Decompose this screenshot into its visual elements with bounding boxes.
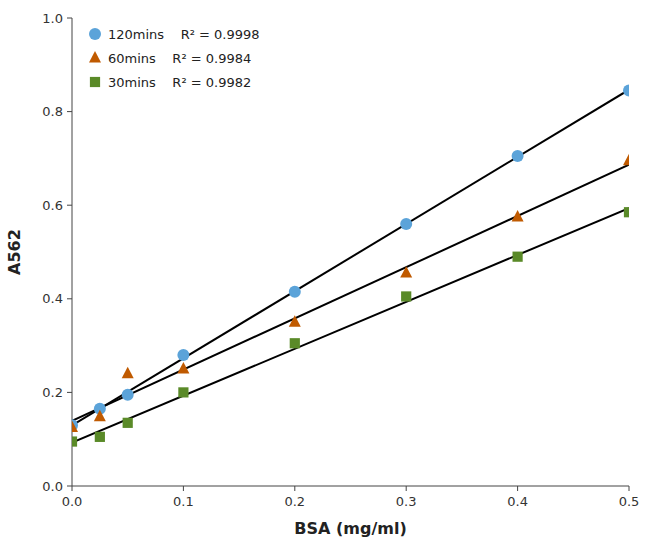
point (512, 150, 524, 162)
y-tick (67, 111, 72, 112)
point (513, 252, 523, 262)
y-tick-label: 0.2 (42, 385, 63, 400)
legend-swatch (89, 28, 101, 40)
x-axis-label: BSA (mg/ml) (294, 519, 406, 538)
y-tick (67, 392, 72, 393)
y-tick-label: 1.0 (42, 11, 63, 26)
point (290, 338, 300, 348)
x-tick-label: 0.0 (62, 494, 83, 509)
chart: 0.0 0.1 0.2 0.3 0.4 0.5 0.0 0.2 0.4 0.6 0.8 1.0 BSA … (0, 0, 651, 548)
point (94, 410, 106, 421)
y-tick-label: 0.0 (42, 479, 63, 494)
x-tick (183, 486, 184, 491)
y-tick (67, 18, 72, 19)
x-tick (406, 486, 407, 491)
fit-line (72, 208, 629, 443)
y-tick (67, 298, 72, 299)
y-axis-line (72, 18, 73, 486)
point (289, 315, 301, 326)
point (72, 419, 78, 431)
legend-entry: 30mins R² = 0.9982 (108, 75, 251, 90)
point (72, 421, 78, 432)
point (623, 154, 629, 165)
point (177, 349, 189, 361)
y-tick-label: 0.4 (42, 291, 63, 306)
point (72, 436, 77, 446)
y-tick-label: 0.6 (42, 198, 63, 213)
point (178, 387, 188, 397)
point (400, 266, 412, 277)
x-tick-label: 0.1 (173, 494, 194, 509)
x-tick-label: 0.5 (619, 494, 640, 509)
plot-area (72, 85, 629, 447)
point (623, 85, 629, 97)
x-tick-label: 0.3 (396, 494, 417, 509)
point (122, 389, 134, 401)
y-tick (67, 205, 72, 206)
x-tick (629, 486, 630, 491)
point (95, 432, 105, 442)
legend-swatch (89, 51, 101, 62)
x-tick-label: 0.2 (284, 494, 305, 509)
point (289, 286, 301, 298)
x-tick (294, 486, 295, 491)
legend-entry: 60mins R² = 0.9984 (108, 51, 251, 66)
point (400, 218, 412, 230)
legend: 120mins R² = 0.9998 60mins R² = 0.9984 30m… (89, 27, 260, 90)
y-tick (67, 486, 72, 487)
x-axis-line (72, 486, 629, 487)
point (624, 207, 629, 217)
x-tick (72, 486, 73, 491)
y-tick-label: 0.8 (42, 104, 63, 119)
point (123, 418, 133, 428)
fit-line (72, 165, 629, 421)
point (512, 210, 524, 221)
x-tick-label: 0.4 (507, 494, 528, 509)
point (122, 367, 134, 378)
point (401, 291, 411, 301)
legend-swatch (90, 77, 100, 87)
point (177, 362, 189, 373)
fit-line (72, 90, 629, 426)
legend-entry: 120mins R² = 0.9998 (108, 27, 260, 42)
y-axis-label: A562 (5, 229, 24, 275)
x-tick (517, 486, 518, 491)
